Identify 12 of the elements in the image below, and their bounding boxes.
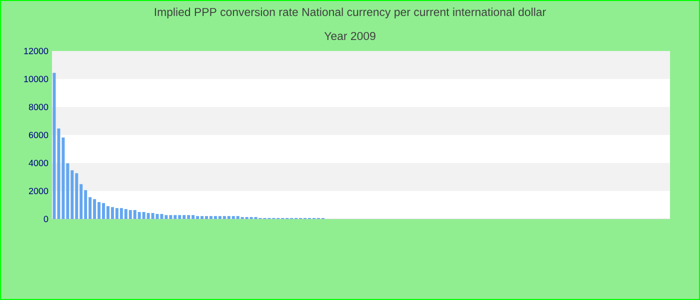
chart-title: Implied PPP conversion rate National currency per current international dollar xyxy=(154,8,546,18)
y-tick-label: 8000 xyxy=(28,104,48,110)
y-tick-label: 6000 xyxy=(28,132,48,138)
y-tick-label: 10000 xyxy=(24,76,48,82)
bar xyxy=(52,72,56,219)
y-tick-label: 2000 xyxy=(28,188,48,194)
chart-subtitle: Year 2009 xyxy=(324,32,376,40)
bar xyxy=(151,212,154,219)
y-tick-label: 0 xyxy=(44,216,48,222)
y-tick-label: 12000 xyxy=(24,48,48,54)
y-tick-label: 4000 xyxy=(28,160,48,166)
bar xyxy=(156,214,159,219)
